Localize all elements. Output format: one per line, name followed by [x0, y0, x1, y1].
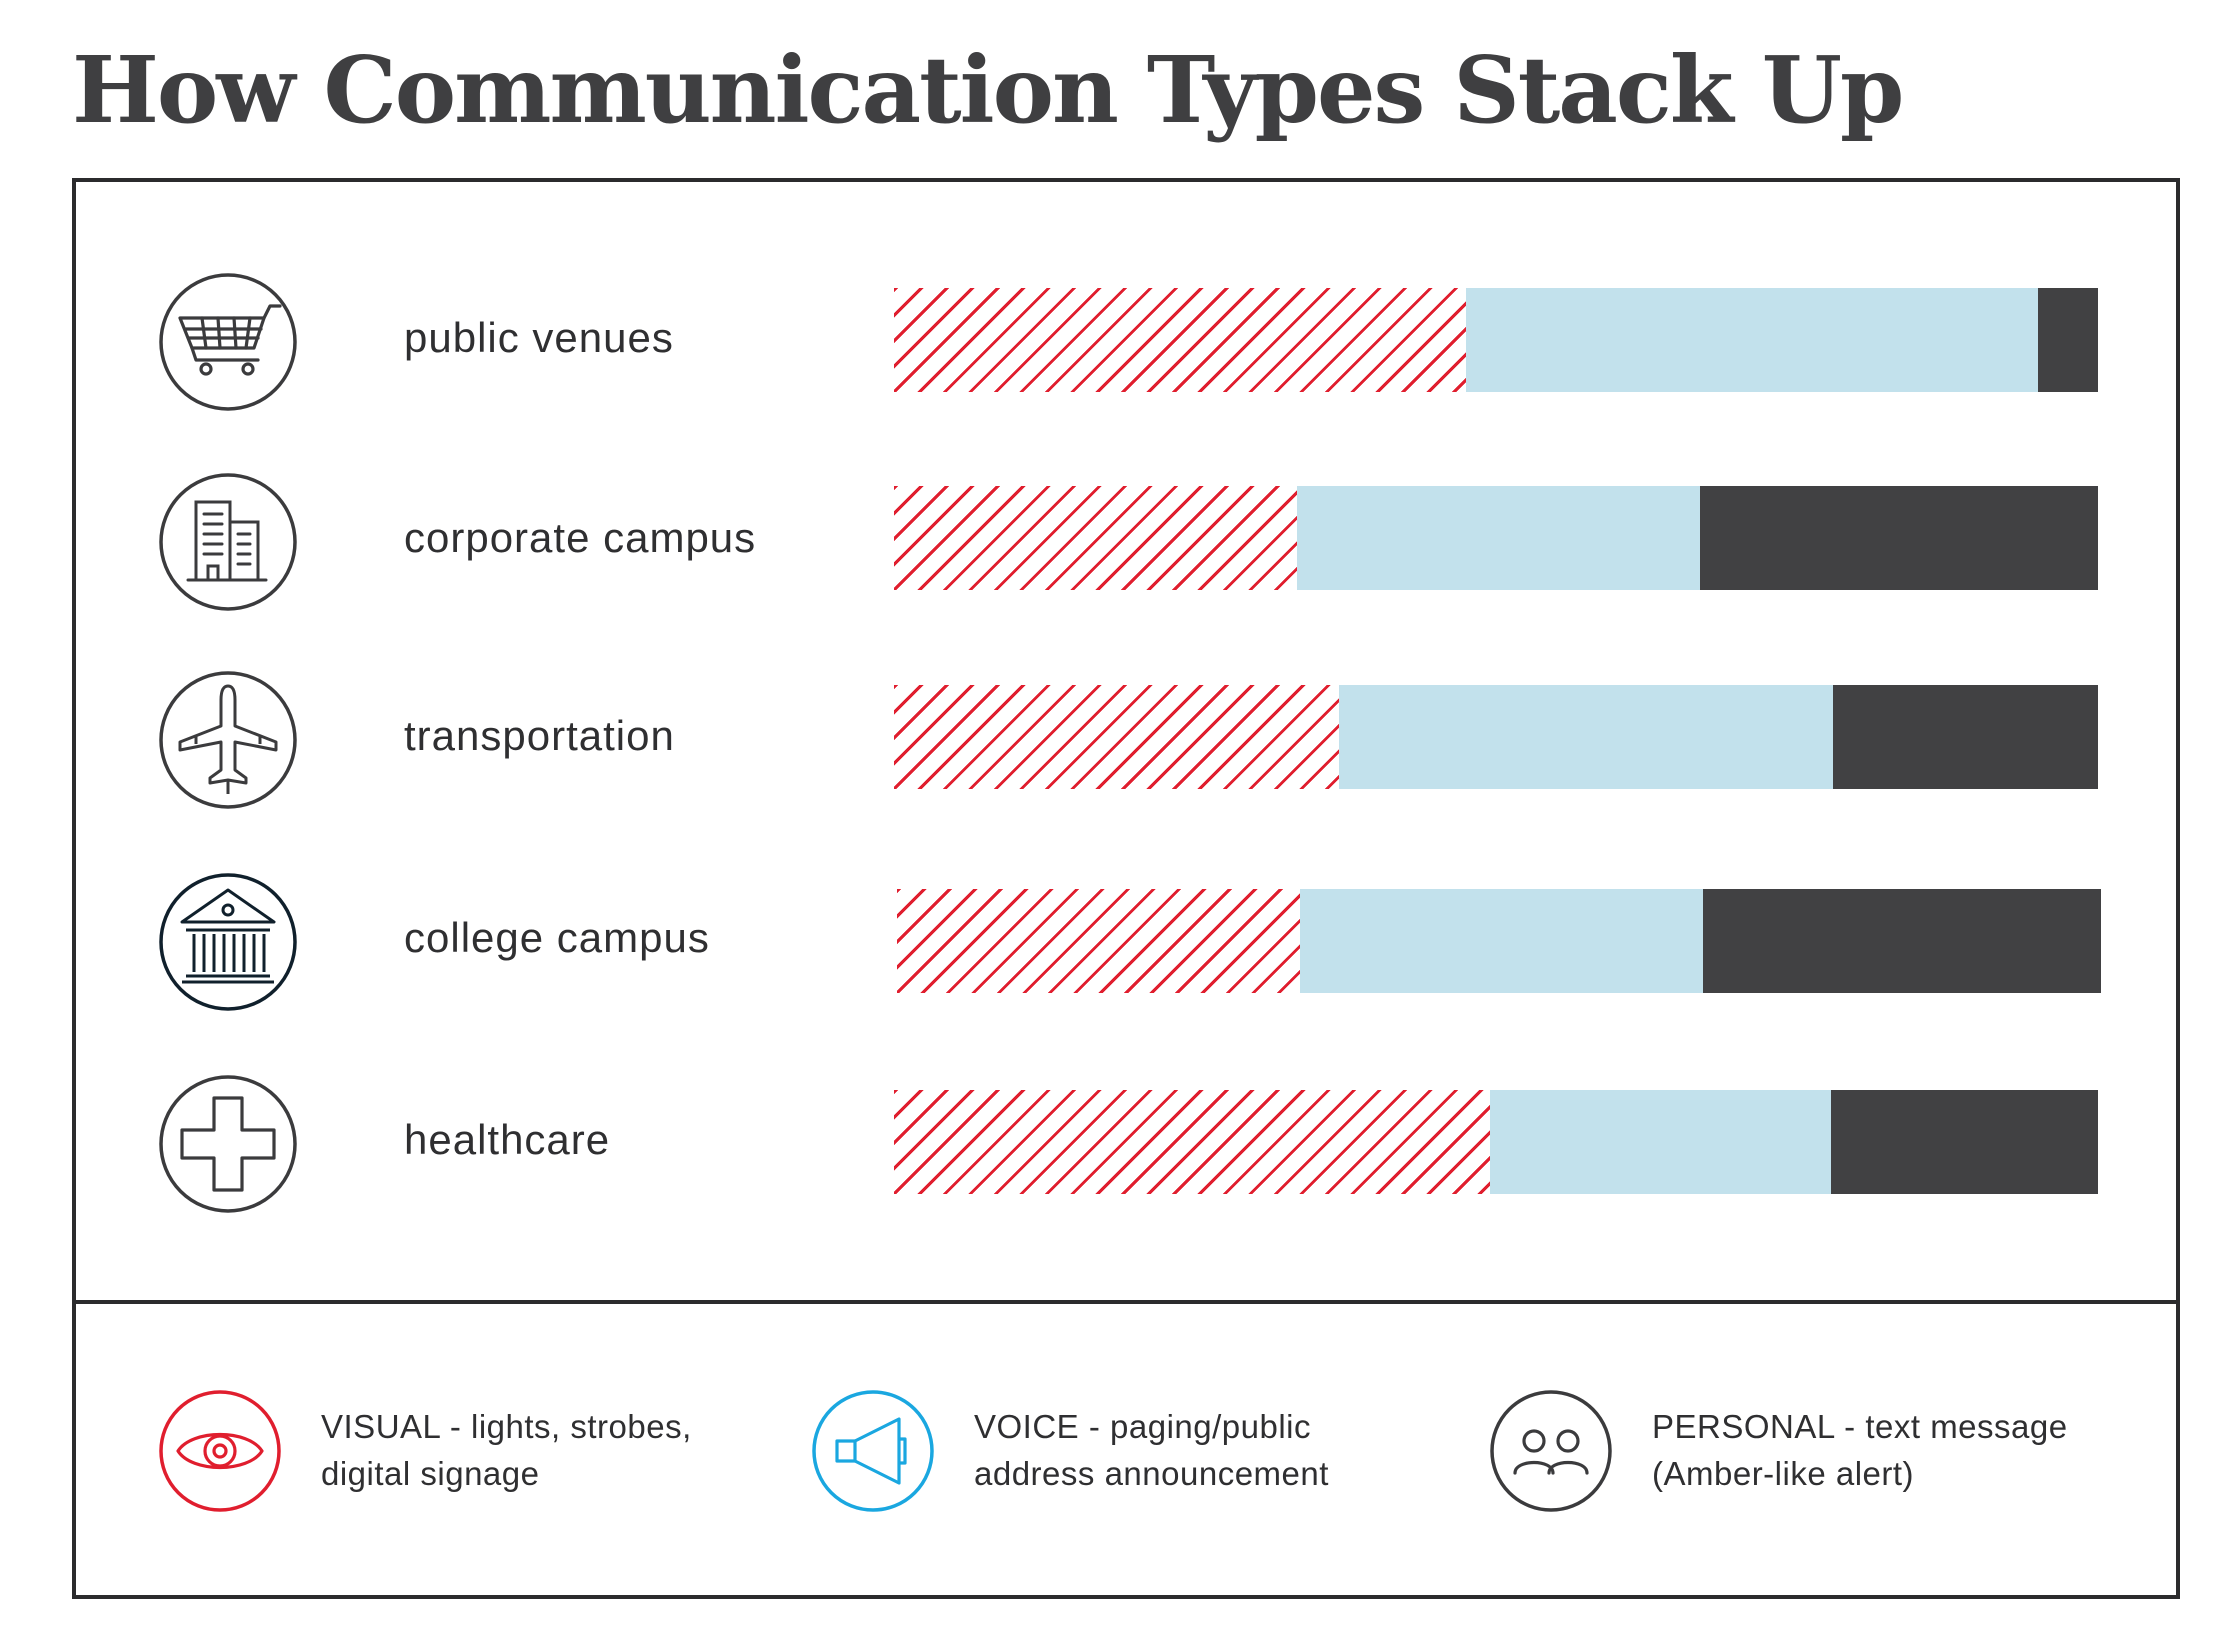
- bar-segment-personal: [1831, 1090, 2098, 1194]
- bar-segment-voice: [1490, 1090, 1831, 1194]
- shopping-cart-icon: [158, 272, 298, 412]
- office-building-icon: [158, 472, 298, 612]
- bar-segment-personal: [1703, 889, 2101, 993]
- bar-transportation: [894, 685, 2098, 789]
- people-icon: [1489, 1389, 1613, 1513]
- bar-segment-personal: [2038, 288, 2098, 392]
- bar-segment-voice: [1339, 685, 1833, 789]
- bar-segment-visual: [894, 486, 1297, 590]
- university-building-icon: [158, 872, 298, 1012]
- bar-public-venues: [894, 288, 2098, 392]
- row-label: transportation: [404, 712, 675, 759]
- row-transportation: transportation: [76, 670, 2176, 810]
- legend-label: VISUAL - lights, strobes, digital signag…: [321, 1408, 692, 1492]
- row-college-campus: college campus: [76, 872, 2176, 1012]
- airplane-icon: [158, 670, 298, 810]
- megaphone-icon: [811, 1389, 935, 1513]
- bar-segment-visual: [894, 685, 1339, 789]
- legend-label: PERSONAL - text message (Amber-like aler…: [1652, 1408, 2068, 1492]
- row-label: college campus: [404, 914, 710, 961]
- bar-college-campus: [897, 889, 2101, 993]
- row-label: public venues: [404, 314, 674, 361]
- bar-corporate-campus: [894, 486, 2098, 590]
- bar-segment-visual: [894, 288, 1466, 392]
- row-corporate-campus: corporate campus: [76, 472, 2176, 612]
- legend-label: VOICE - paging/public address announceme…: [974, 1408, 1329, 1492]
- bar-segment-voice: [1300, 889, 1703, 993]
- bar-segment-voice: [1297, 486, 1700, 590]
- bar-segment-personal: [1700, 486, 2098, 590]
- bar-segment-visual: [897, 889, 1300, 993]
- row-label: corporate campus: [404, 514, 757, 561]
- bar-segment-voice: [1466, 288, 2038, 392]
- bar-healthcare: [894, 1090, 2098, 1194]
- row-label: healthcare: [404, 1116, 611, 1163]
- eye-icon: [158, 1389, 282, 1513]
- row-healthcare: healthcare: [76, 1074, 2176, 1214]
- bar-segment-visual: [894, 1090, 1490, 1194]
- chart-title: How Communication Types Stack Up: [72, 36, 1904, 144]
- row-public-venues: public venues: [76, 272, 2176, 412]
- chart-frame: public venues corporate campus: [72, 178, 2180, 1599]
- legend-divider: [76, 1300, 2176, 1304]
- medical-cross-icon: [158, 1074, 298, 1214]
- bar-segment-personal: [1833, 685, 2098, 789]
